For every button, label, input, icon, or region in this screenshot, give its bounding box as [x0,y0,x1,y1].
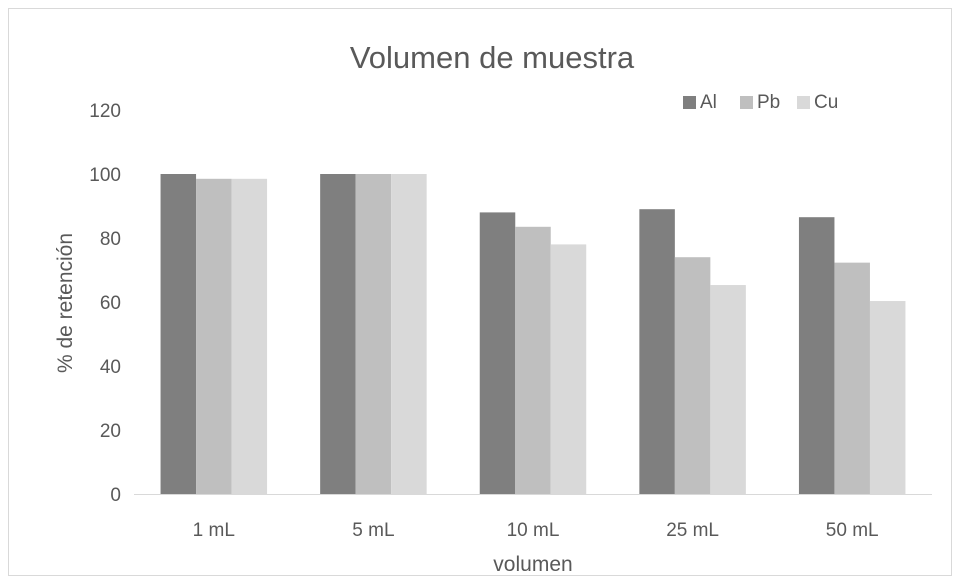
bar-al-4 [639,209,675,494]
bar-cu-2 [391,174,427,494]
x-tick-label: 25 mL [666,520,719,541]
legend-label-cu: Cu [814,92,838,113]
bar-cu-1 [231,178,268,495]
x-tick-label: 5 mL [352,520,394,541]
y-axis-label: % de retención [54,233,77,373]
bar-pb-3 [515,226,551,495]
x-tick-label: 50 mL [826,520,879,541]
y-tick-label: 40 [100,357,121,378]
legend-label-pb: Pb [757,92,780,113]
x-axis-label: volumen [493,553,572,576]
bar-al-5 [798,217,835,494]
y-tick-label: 0 [110,485,121,506]
y-tick-label: 20 [100,421,121,442]
bar-pb-4 [674,257,711,494]
chart-title: Volumen de muestra [350,40,635,75]
x-tick-label: 1 mL [193,520,235,541]
bar-pb-5 [834,262,870,494]
bar-al-2 [320,174,356,494]
y-tick-label: 100 [89,165,121,186]
y-tick-label: 60 [100,293,121,314]
bar-pb-2 [355,174,392,494]
bar-al-1 [160,174,197,494]
legend-swatch-al [683,96,696,109]
x-tick-label: 10 mL [507,520,560,541]
y-axis-ticks: 0 20 40 60 80 100 120 [89,101,121,506]
x-axis-ticks: 1 mL 5 mL 10 mL 25 mL 50 mL [193,520,879,541]
legend: Al Pb Cu [683,92,838,113]
legend-swatch-pb [740,96,753,109]
bar-pb-1 [196,178,232,495]
y-tick-label: 120 [89,101,121,122]
legend-swatch-cu [797,96,810,109]
legend-label-al: Al [700,92,717,113]
bars [160,174,906,495]
y-tick-label: 80 [100,229,121,250]
bar-al-3 [479,212,516,494]
bar-cu-3 [550,244,587,494]
bar-cu-5 [869,301,906,494]
bar-cu-4 [710,285,746,494]
